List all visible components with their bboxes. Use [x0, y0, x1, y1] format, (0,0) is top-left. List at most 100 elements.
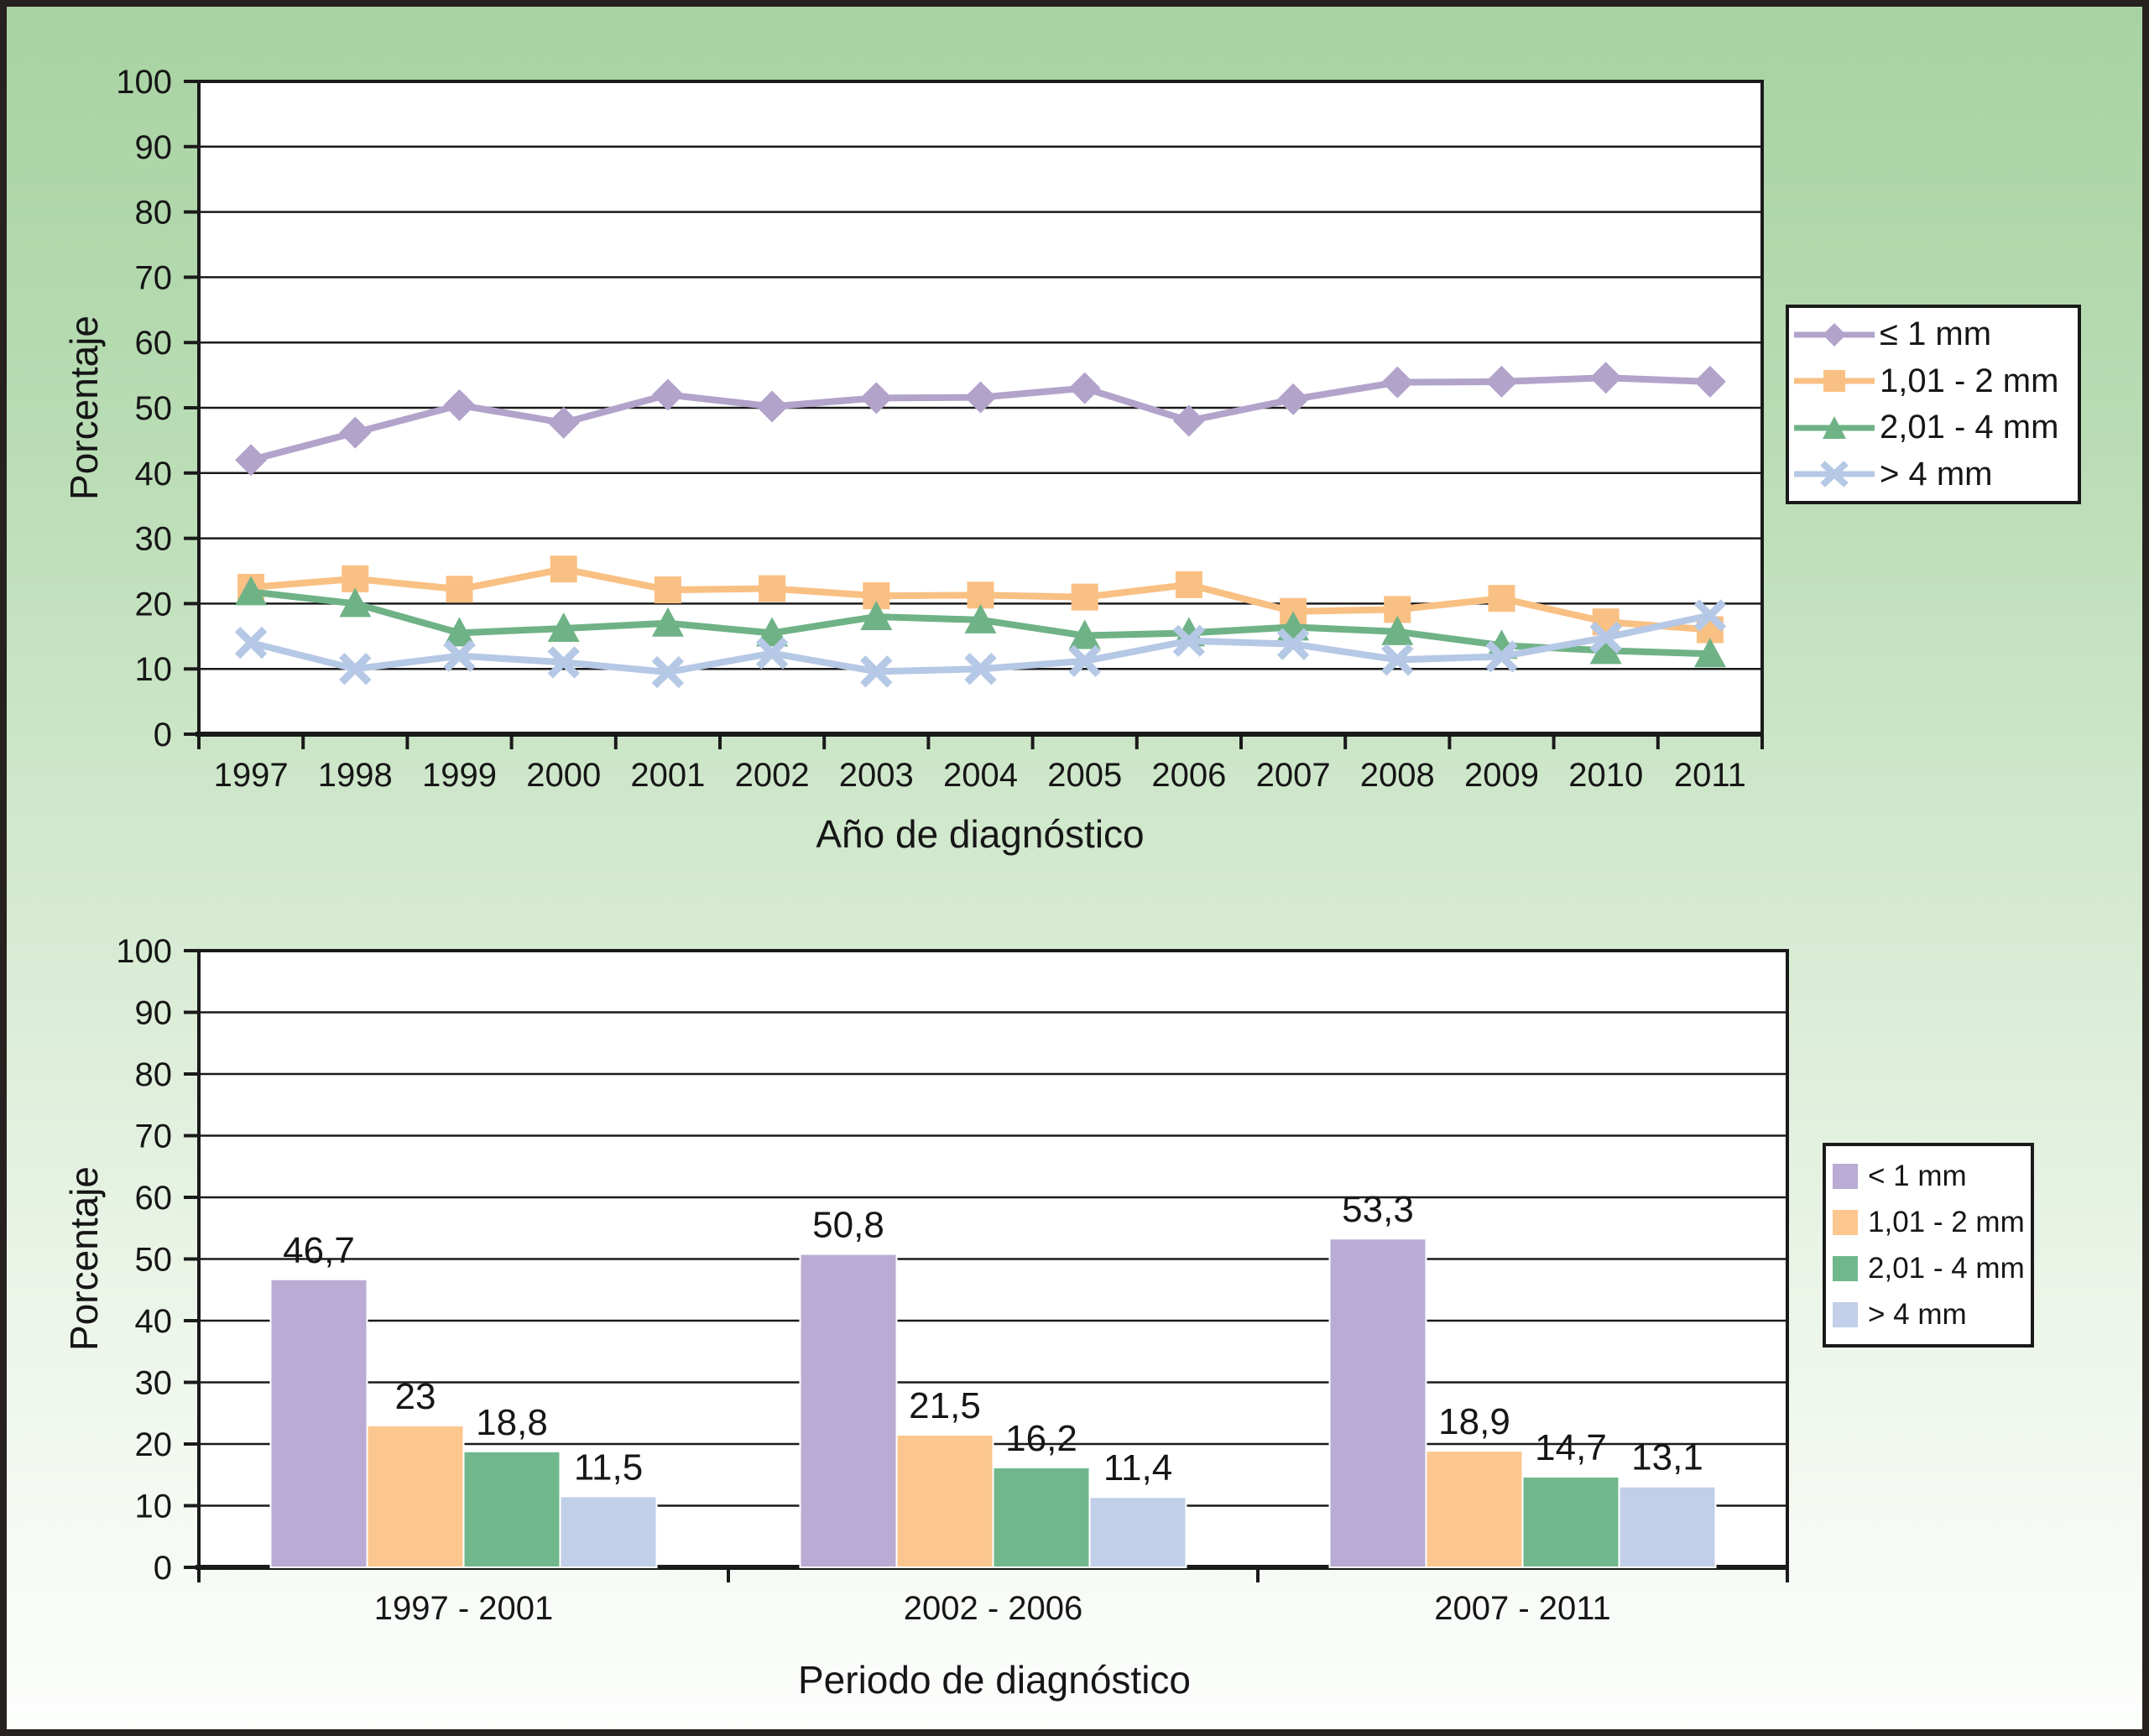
- legend-item: 1,01 - 2 mm: [1792, 362, 2074, 400]
- diamond-marker: [1068, 372, 1101, 404]
- bar-value-label: 18,8: [476, 1402, 548, 1443]
- legend-color-swatch: [1833, 1163, 1858, 1189]
- diamond-marker: [235, 444, 268, 477]
- triangle-marker: [964, 603, 997, 633]
- square-marker: [654, 576, 681, 604]
- x-marker: [443, 639, 476, 672]
- triangle-marker: [1589, 634, 1622, 665]
- bar-value-label: 50,8: [812, 1205, 884, 1246]
- line-chart-legend: ≤ 1 mm 1,01 - 2 mm 2,01 - 4 mm > 4 mm: [1786, 305, 2081, 504]
- x-tick-label: 1997: [214, 757, 289, 794]
- x-tick-label: 1998: [318, 757, 393, 794]
- diamond-marker: [547, 406, 580, 439]
- x-tick-label: 2001: [630, 757, 705, 794]
- diamond-marker: [1693, 365, 1726, 398]
- x-marker: [1589, 621, 1622, 654]
- legend-color-swatch: [1833, 1301, 1858, 1327]
- x-marker: [1485, 640, 1518, 673]
- x-marker: [860, 655, 893, 688]
- y-tick-label: 70: [135, 259, 173, 296]
- x-tick-label: 1997 - 2001: [374, 1590, 554, 1627]
- legend-item: ≤ 1 mm: [1792, 315, 2074, 353]
- diamond-marker: [1589, 362, 1622, 394]
- square-marker: [446, 576, 473, 603]
- legend-label: > 4 mm: [1880, 455, 1993, 493]
- bar: [1521, 1475, 1620, 1568]
- bar: [1425, 1450, 1524, 1568]
- triangle-marker: [339, 587, 372, 618]
- legend-label: ≤ 1 mm: [1880, 315, 1992, 353]
- bar-value-label: 14,7: [1535, 1427, 1607, 1468]
- y-tick-label: 100: [116, 933, 172, 970]
- legend-item: 2,01 - 4 mm: [1833, 1251, 2025, 1285]
- y-tick-label: 40: [135, 456, 173, 493]
- x-marker: [755, 637, 789, 670]
- bar: [269, 1278, 368, 1568]
- bar: [799, 1253, 898, 1568]
- legend-line-swatch: [1794, 461, 1875, 488]
- diamond-marker-icon: [1823, 322, 1846, 347]
- bar: [992, 1466, 1091, 1569]
- x-marker: [1693, 599, 1727, 632]
- legend-line-swatch: [1794, 370, 1875, 393]
- bar-value-label: 11,4: [1103, 1447, 1172, 1488]
- diamond-marker: [1381, 366, 1414, 399]
- x-marker: [1068, 644, 1101, 678]
- y-tick-label: 10: [135, 651, 173, 688]
- y-tick-label: 20: [135, 586, 173, 623]
- triangle-marker: [235, 576, 268, 606]
- diamond-marker: [1172, 404, 1205, 437]
- triangle-marker: [1068, 619, 1101, 649]
- y-tick-label: 90: [135, 129, 173, 166]
- diamond-marker: [651, 378, 684, 411]
- bar-value-label: 23: [395, 1376, 436, 1417]
- y-tick-label: 20: [135, 1426, 173, 1463]
- x-tick-label: 2008: [1360, 757, 1435, 794]
- bar: [366, 1424, 465, 1568]
- bar: [559, 1495, 658, 1568]
- bar-value-label: 16,2: [1005, 1418, 1077, 1459]
- square-marker: [1488, 585, 1515, 613]
- diamond-marker: [756, 390, 789, 423]
- triangle-marker: [860, 600, 893, 630]
- diamond-marker: [1277, 383, 1310, 415]
- legend-label: > 4 mm: [1868, 1297, 1967, 1331]
- bar: [1088, 1496, 1187, 1568]
- x-tick-label: 2009: [1464, 757, 1539, 794]
- triangle-marker: [756, 617, 789, 647]
- x-tick-label: 2004: [943, 757, 1018, 794]
- legend-item: > 4 mm: [1833, 1298, 2024, 1332]
- legend-item: 1,01 - 2 mm: [1833, 1206, 2025, 1239]
- x-marker-icon: [1820, 461, 1849, 488]
- bar-value-label: 13,1: [1631, 1437, 1703, 1478]
- y-tick-label: 0: [154, 717, 172, 753]
- bar: [895, 1433, 994, 1568]
- x-tick-label: 2006: [1151, 757, 1226, 794]
- diamond-marker: [1485, 365, 1518, 398]
- line-chart-y-axis-title: Porcentaje: [62, 315, 106, 500]
- diamond-marker: [443, 388, 476, 421]
- y-tick-label: 60: [135, 325, 173, 362]
- x-tick-label: 2003: [839, 757, 914, 794]
- bar-value-label: 53,3: [1342, 1189, 1414, 1230]
- diamond-marker: [860, 382, 893, 414]
- x-marker: [547, 646, 580, 679]
- square-marker: [1175, 571, 1202, 598]
- bar-value-label: 46,7: [283, 1230, 355, 1271]
- y-tick-label: 40: [135, 1303, 173, 1340]
- x-tick-label: 2002: [735, 757, 810, 794]
- y-tick-label: 90: [135, 995, 173, 1032]
- triangle-marker-icon: [1823, 415, 1846, 439]
- legend-label: < 1 mm: [1868, 1159, 1967, 1192]
- legend-label: 2,01 - 4 mm: [1880, 409, 2059, 446]
- legend-label: 2,01 - 4 mm: [1868, 1251, 2025, 1285]
- legend-color-swatch: [1833, 1255, 1858, 1281]
- legend-line-swatch: [1794, 415, 1875, 439]
- x-tick-label: 2007 - 2011: [1434, 1590, 1611, 1627]
- bar-chart-y-axis-title: Porcentaje: [62, 1166, 106, 1351]
- square-marker: [1071, 583, 1098, 611]
- bar: [1328, 1238, 1427, 1568]
- y-tick-label: 100: [116, 64, 172, 101]
- y-tick-label: 50: [135, 1242, 173, 1279]
